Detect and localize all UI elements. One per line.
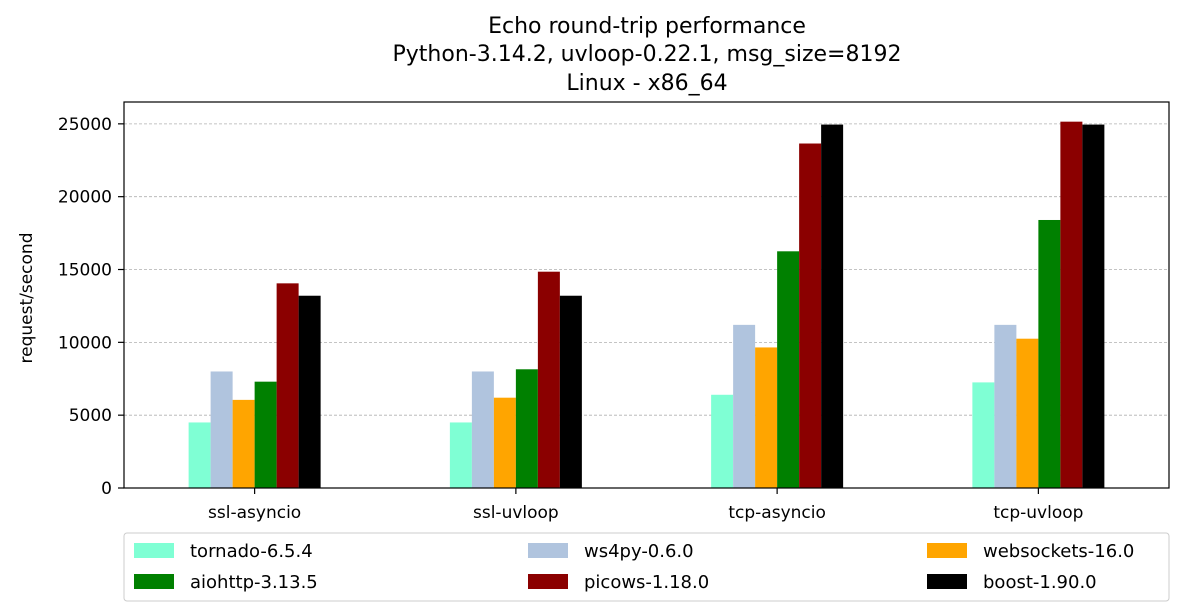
x-axis-ticks: ssl-asyncio ssl-uvloop tcp-asyncio tcp-uvlo…: [208, 488, 1083, 523]
bar: [972, 382, 995, 488]
x-tick-label: ssl-uvloop: [473, 503, 559, 523]
bar: [777, 251, 800, 488]
legend-frame: [123, 532, 1170, 602]
bar: [733, 324, 756, 488]
bar: [994, 324, 1017, 488]
x-tick-label: ssl-asyncio: [208, 503, 301, 523]
y-tick-label: 15000: [58, 261, 112, 281]
bar: [515, 369, 538, 488]
legend-label: aiohttp-3.13.5: [190, 572, 318, 593]
axes: [123, 101, 1170, 489]
legend-swatch: [927, 574, 967, 589]
bar: [1038, 219, 1061, 488]
plot-frame: [123, 101, 1170, 489]
bar: [188, 422, 211, 488]
legend-label: picows-1.18.0: [584, 572, 709, 593]
legend-label: tornado-6.5.4: [190, 541, 313, 562]
bar: [254, 381, 277, 488]
bar: [210, 371, 233, 488]
bar: [1016, 338, 1039, 488]
chart-title-line-3: Linux - x86_64: [566, 71, 727, 96]
bar: [711, 394, 734, 488]
chart-title-line-1: Echo round-trip performance: [488, 14, 806, 39]
bar: [276, 283, 299, 488]
legend-swatch: [528, 543, 568, 558]
legend-label: websockets-16.0: [983, 541, 1134, 562]
bar: [537, 271, 560, 488]
y-tick-label: 5000: [69, 406, 112, 426]
bar: [298, 295, 321, 488]
bar: [821, 124, 844, 488]
bar: [1060, 121, 1083, 488]
bar: [559, 295, 582, 488]
legend-swatch: [134, 574, 174, 589]
y-axis-ticks: 0 5000 10000 15000 20000 25000: [58, 115, 124, 499]
legend-label: boost-1.90.0: [983, 572, 1097, 593]
bar: [799, 143, 822, 488]
y-axis-label: request/second: [17, 233, 37, 364]
bar: [1082, 124, 1105, 488]
legend-swatch: [927, 543, 967, 558]
y-tick-label: 0: [101, 479, 112, 499]
bars: [188, 121, 1105, 488]
bar: [449, 422, 472, 488]
bar: [471, 371, 494, 488]
x-tick-label: tcp-uvloop: [993, 503, 1083, 523]
legend-swatch: [528, 574, 568, 589]
x-tick-label: tcp-asyncio: [728, 503, 826, 523]
bar: [755, 347, 778, 488]
y-tick-label: 20000: [58, 188, 112, 208]
bar: [232, 399, 255, 488]
y-tick-label: 25000: [58, 115, 112, 135]
chart-title: Echo round-trip performance Python-3.14.…: [393, 14, 902, 96]
legend-swatch: [134, 543, 174, 558]
legend: tornado-6.5.4 ws4py-0.6.0 websockets-16.0 a…: [123, 532, 1170, 602]
bar: [493, 397, 516, 488]
y-tick-label: 10000: [58, 333, 112, 353]
chart-title-line-2: Python-3.14.2, uvloop-0.22.1, msg_size=8…: [393, 42, 902, 67]
legend-label: ws4py-0.6.0: [584, 541, 694, 562]
